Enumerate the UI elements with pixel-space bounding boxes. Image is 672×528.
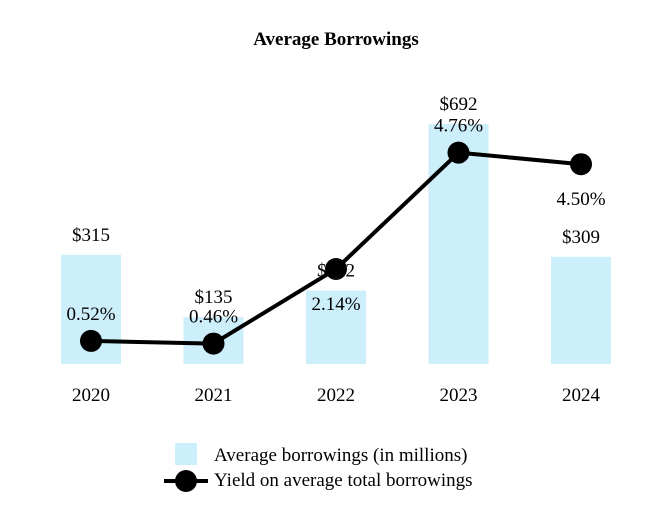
legend-swatch-marker <box>175 470 197 492</box>
yield-marker-2022 <box>325 257 347 280</box>
chart-title: Average Borrowings <box>253 29 419 50</box>
bar-value-label-2023: $692 <box>440 94 478 115</box>
yield-label-2021: 0.46% <box>189 307 238 328</box>
bar-2023 <box>428 124 489 364</box>
x-tick-label-2020: 2020 <box>72 385 110 406</box>
x-tick-label-2021: 2021 <box>195 385 233 406</box>
yield-marker-2021 <box>202 332 225 355</box>
yield-marker-2024 <box>570 153 592 176</box>
yield-label-2023: 4.76% <box>434 116 483 137</box>
yield-label-2020: 0.52% <box>66 304 115 325</box>
legend: Average borrowings (in millions) Yield o… <box>164 443 473 492</box>
legend-label-line: Yield on average total borrowings <box>214 470 473 491</box>
legend-swatch-bar <box>175 443 197 465</box>
bar-value-label-2020: $315 <box>72 225 110 246</box>
x-axis-ticks: 2020 2021 2022 2023 2024 <box>72 385 601 406</box>
bar-2022 <box>306 290 366 364</box>
yield-label-2022: 2.14% <box>311 294 360 315</box>
bar-value-label-2024: $309 <box>562 227 600 248</box>
yield-marker-2023 <box>447 141 470 164</box>
legend-label-bar: Average borrowings (in millions) <box>214 445 467 466</box>
x-tick-label-2023: 2023 <box>440 385 478 406</box>
yield-marker-2020 <box>80 329 102 352</box>
bar-series: $315$135$212$692$309 <box>61 94 611 364</box>
bar-value-label-2021: $135 <box>195 287 233 308</box>
yield-line-series: 0.52% 0.46% 2.14% 4.76% 4.50% <box>66 116 606 355</box>
x-tick-label-2022: 2022 <box>317 385 355 406</box>
bar-2024 <box>551 256 611 364</box>
yield-label-2024: 4.50% <box>556 189 605 210</box>
x-tick-label-2024: 2024 <box>562 385 601 406</box>
